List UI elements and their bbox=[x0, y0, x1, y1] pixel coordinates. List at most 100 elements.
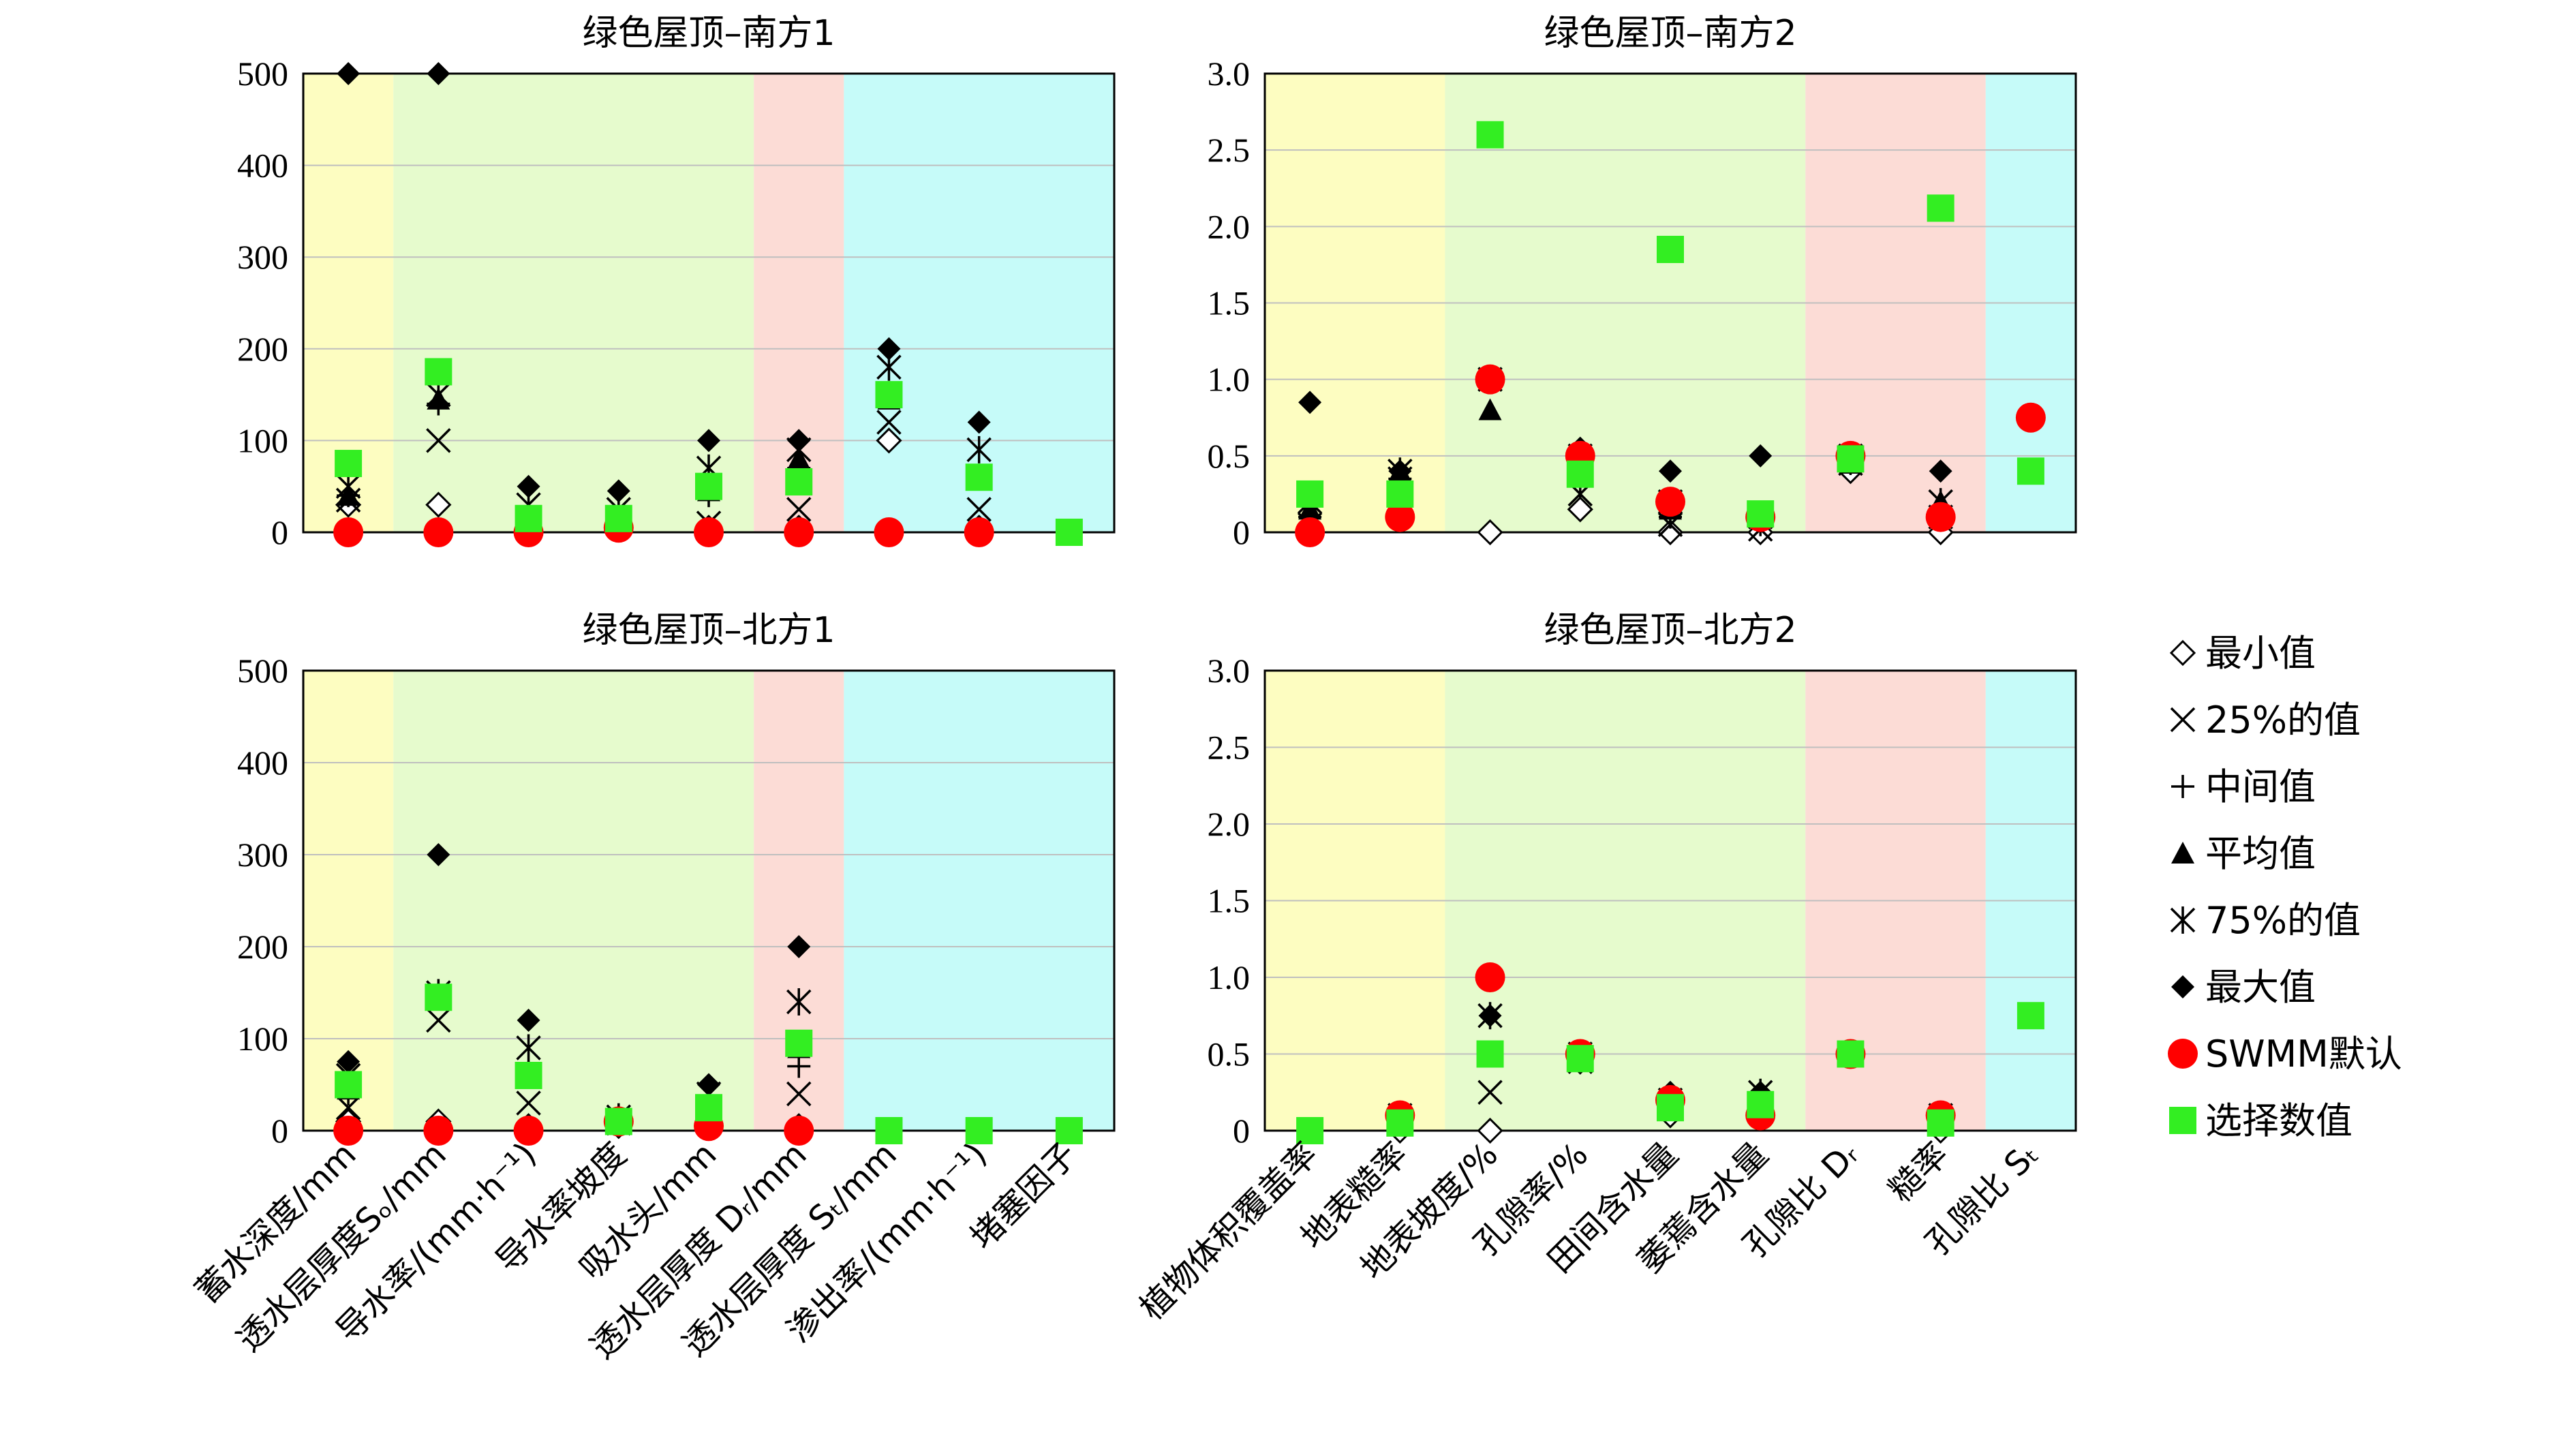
y-tick-label: 1.0 bbox=[1208, 958, 1251, 996]
y-tick-label: 200 bbox=[237, 928, 288, 966]
point-selected bbox=[965, 463, 993, 491]
point-max bbox=[967, 410, 991, 434]
point-max bbox=[787, 935, 811, 958]
point-selected bbox=[1055, 1117, 1083, 1144]
point-max bbox=[427, 62, 450, 85]
legend-label-mean: 平均值 bbox=[2205, 832, 2316, 875]
point-swmm bbox=[423, 1116, 454, 1146]
point-selected bbox=[604, 504, 632, 532]
legend-marker-mean bbox=[2171, 842, 2194, 864]
point-max bbox=[877, 337, 901, 361]
point-swmm bbox=[784, 517, 814, 547]
point-selected bbox=[515, 504, 542, 532]
chart-title: 绿色屋顶–南方2 bbox=[1544, 13, 1796, 54]
point-max bbox=[697, 1073, 720, 1097]
point-max bbox=[787, 429, 811, 453]
point-p75 bbox=[516, 1034, 541, 1062]
y-tick-label: 1.5 bbox=[1208, 284, 1251, 322]
point-swmm bbox=[333, 1116, 364, 1146]
point-p25 bbox=[786, 1081, 812, 1107]
point-selected bbox=[695, 1094, 722, 1122]
point-p25 bbox=[966, 497, 992, 522]
y-tick-label: 200 bbox=[237, 330, 288, 368]
band-green bbox=[393, 74, 754, 532]
point-p25 bbox=[426, 1007, 451, 1033]
point-swmm bbox=[784, 1116, 814, 1146]
point-selected bbox=[1837, 1040, 1865, 1068]
y-tick-label: 2.0 bbox=[1208, 805, 1251, 843]
point-swmm bbox=[694, 517, 724, 547]
point-selected bbox=[1927, 1109, 1954, 1137]
y-tick-label: 400 bbox=[237, 744, 288, 782]
y-tick-label: 2.5 bbox=[1208, 131, 1251, 169]
y-tick-label: 500 bbox=[237, 652, 288, 690]
point-selected bbox=[1055, 519, 1083, 546]
y-tick-label: 3.0 bbox=[1208, 652, 1251, 690]
point-selected bbox=[1837, 445, 1865, 473]
point-swmm bbox=[1475, 962, 1505, 992]
chart-title: 绿色屋顶–北方2 bbox=[1544, 610, 1796, 651]
point-p25 bbox=[516, 1090, 541, 1116]
point-selected bbox=[875, 381, 903, 409]
point-p75 bbox=[426, 381, 451, 409]
y-tick-label: 0 bbox=[271, 513, 288, 551]
point-max bbox=[1388, 459, 1412, 483]
point-selected bbox=[1747, 1090, 1775, 1118]
point-selected bbox=[1296, 1117, 1324, 1144]
y-tick-label: 300 bbox=[237, 238, 288, 276]
point-max bbox=[1298, 391, 1322, 414]
point-selected bbox=[2017, 457, 2044, 485]
legend-label-median: 中间值 bbox=[2205, 765, 2316, 808]
point-max bbox=[607, 479, 630, 503]
point-selected bbox=[1747, 500, 1775, 528]
point-swmm bbox=[1475, 364, 1505, 395]
chart-title: 绿色屋顶–北方1 bbox=[582, 610, 835, 651]
point-median bbox=[787, 1054, 811, 1078]
point-max bbox=[517, 474, 540, 498]
band-green bbox=[393, 671, 754, 1131]
point-min bbox=[425, 491, 452, 518]
point-min bbox=[1657, 519, 1684, 546]
point-swmm bbox=[513, 1116, 544, 1146]
point-min bbox=[1477, 519, 1503, 546]
point-max bbox=[427, 843, 450, 866]
point-max bbox=[697, 429, 720, 453]
point-p25 bbox=[786, 497, 812, 522]
point-selected bbox=[1927, 194, 1954, 222]
point-selected bbox=[1476, 121, 1504, 149]
x-category-label: 蓄水深度/mm bbox=[188, 1135, 364, 1311]
point-max bbox=[1659, 459, 1682, 483]
point-swmm bbox=[1295, 517, 1325, 547]
point-selected bbox=[604, 1107, 632, 1135]
chart-panel-2: 0 0.5 1.0 1.5 2.0 2.5 3.0 绿色屋顶–南方2 bbox=[1208, 13, 2077, 551]
legend-label-selected: 选择数值 bbox=[2205, 1099, 2352, 1142]
legend-label-max: 最大值 bbox=[2205, 966, 2316, 1009]
legend-marker-max bbox=[2171, 975, 2194, 998]
x-category-label: 糙率 bbox=[1882, 1135, 1957, 1210]
point-p25 bbox=[426, 428, 451, 453]
legend-marker-swmm bbox=[2168, 1039, 2198, 1069]
point-p25 bbox=[335, 1095, 361, 1120]
legend-marker-p75 bbox=[2170, 906, 2196, 934]
y-tick-label: 100 bbox=[237, 421, 288, 459]
point-selected bbox=[1476, 1040, 1504, 1068]
chart-panel-4: 00.51.01.52.02.53.0绿色屋顶–北方2植物体积覆盖率地表糙率地表… bbox=[1133, 610, 2077, 1328]
point-selected bbox=[1657, 235, 1684, 263]
point-swmm bbox=[964, 517, 994, 547]
point-selected bbox=[515, 1062, 542, 1089]
point-swmm bbox=[1655, 487, 1685, 517]
y-tick-label: 500 bbox=[237, 55, 288, 93]
point-selected bbox=[1386, 1109, 1414, 1137]
point-max bbox=[337, 62, 361, 85]
plot-frame bbox=[1263, 669, 2077, 1132]
point-selected bbox=[335, 1071, 363, 1099]
y-tick-label: 100 bbox=[237, 1020, 288, 1058]
point-selected bbox=[425, 358, 453, 386]
legend-label-p75: 75%的值 bbox=[2205, 899, 2361, 942]
point-selected bbox=[1386, 480, 1414, 508]
point-selected bbox=[875, 1117, 903, 1144]
y-tick-label: 0.5 bbox=[1208, 437, 1251, 475]
point-p75 bbox=[786, 988, 812, 1015]
legend-marker-selected bbox=[2169, 1107, 2196, 1134]
